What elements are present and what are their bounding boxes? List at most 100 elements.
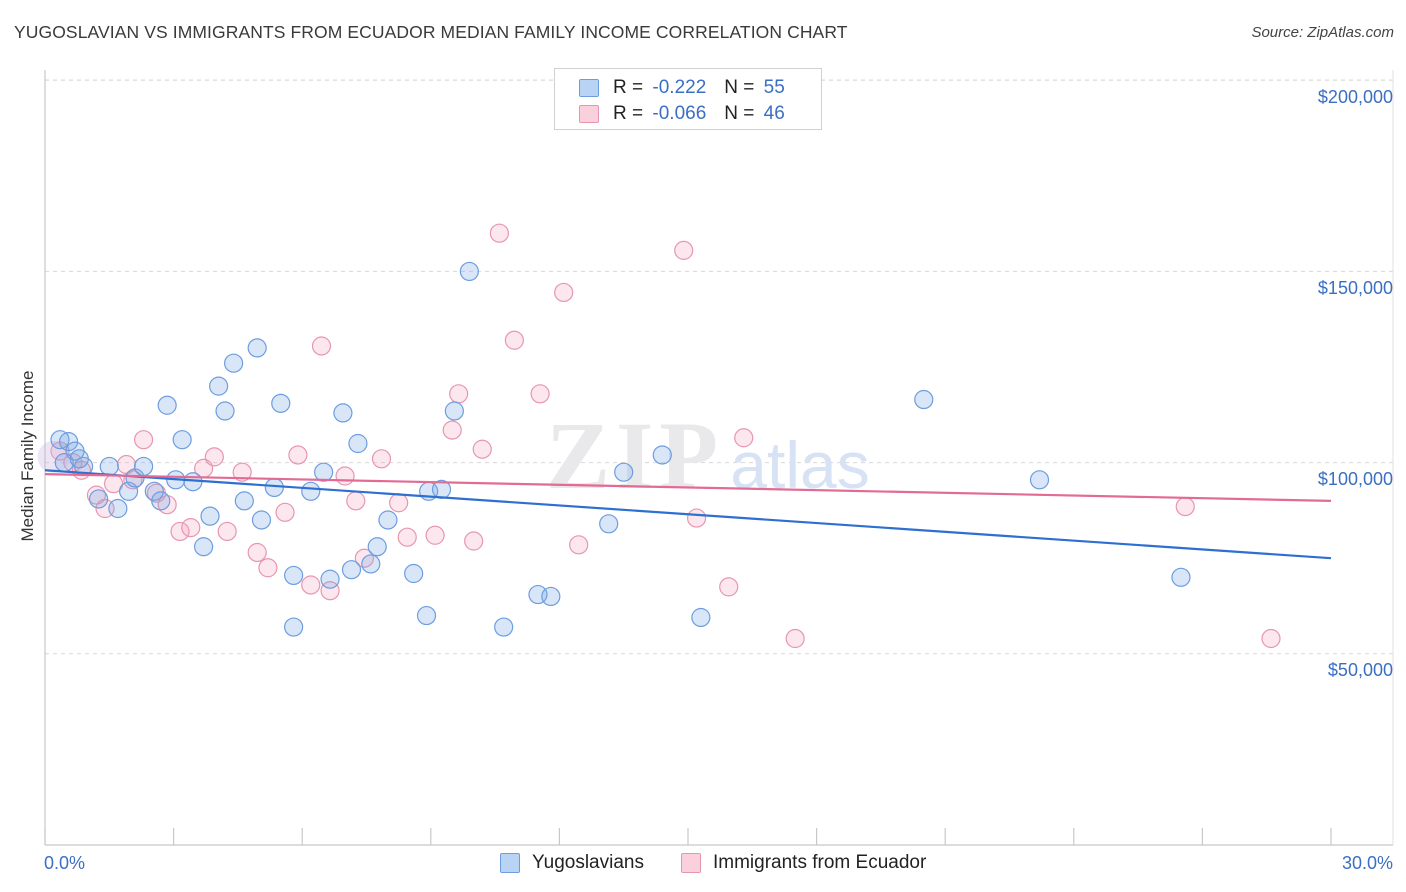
point-ecuador-20 [288, 445, 308, 465]
point-yugoslavians-20 [224, 353, 244, 373]
point-ecuador-22 [311, 336, 332, 356]
correlation-legend: R = -0.222 N = 55 R = -0.066 N = 46 [554, 68, 822, 130]
watermark-zip: ZIP [546, 402, 724, 509]
point-ecuador-12 [181, 518, 201, 538]
point-ecuador-29 [397, 527, 417, 547]
point-yugoslavians-23 [251, 510, 272, 530]
point-ecuador-25 [346, 491, 366, 511]
point-yugoslavians-38 [416, 605, 437, 626]
legend-n-value: 55 [763, 77, 785, 98]
point-yugoslavians-51 [1029, 470, 1050, 490]
point-ecuador-23 [320, 581, 340, 601]
point-yugoslavians-29 [314, 462, 334, 482]
point-yugoslavians-6 [108, 498, 128, 519]
point-ecuador-19 [275, 502, 295, 522]
point-yugoslavians-12 [157, 395, 177, 415]
point-ecuador-36 [504, 330, 524, 350]
legend-n-label: N = [724, 77, 755, 98]
point-yugoslavians-34 [361, 554, 381, 574]
point-ecuador-41 [686, 508, 707, 528]
point-yugoslavians-30 [320, 569, 340, 589]
point-yugoslavians-16 [194, 537, 214, 557]
point-yugoslavians-9 [133, 456, 154, 477]
point-yugoslavians-26 [284, 617, 304, 637]
point-ecuador-11 [170, 521, 190, 542]
point-yugoslavians-21 [234, 491, 254, 511]
point-yugoslavians-47 [614, 462, 634, 482]
point-ecuador-45 [1175, 496, 1195, 517]
point-ecuador-8 [133, 430, 154, 450]
legend-swatch-blue [500, 853, 520, 873]
point-yugoslavians-14 [172, 430, 192, 450]
point-ecuador-42 [719, 577, 739, 597]
legend-item-ecuador: Immigrants from Ecuador [681, 852, 926, 874]
legend-row-ecuador: R = -0.066 N = 46 [579, 103, 785, 125]
point-ecuador-34 [472, 439, 492, 459]
trend-line-yugoslavians [44, 469, 1332, 560]
point-yugoslavians-45 [541, 586, 561, 607]
point-yugoslavians-32 [341, 560, 362, 580]
point-ecuador-31 [442, 420, 462, 440]
point-ecuador-21 [301, 575, 321, 595]
legend-swatch-pink [681, 853, 701, 873]
point-ecuador-30 [425, 525, 445, 545]
point-yugoslavians-35 [367, 537, 387, 557]
point-yugoslavians-10 [144, 481, 164, 501]
x-tick-label-right: 30.0% [1342, 853, 1393, 873]
trend-lines [44, 469, 1332, 560]
legend-item-yugoslavians: Yugoslavians [500, 852, 644, 874]
legend-r-value: -0.066 [652, 103, 707, 124]
point-ecuador-33 [464, 531, 484, 551]
legend-r-value: -0.222 [652, 77, 707, 98]
point-yugoslavians-31 [333, 403, 353, 423]
point-yugoslavians-1 [58, 431, 79, 452]
y-tick-label-100000: $100,000 [1318, 469, 1393, 489]
point-yugoslavians-36 [378, 510, 398, 530]
axes [44, 70, 1394, 846]
grid-lines [45, 79, 1393, 655]
point-yugoslavians-48 [652, 445, 672, 465]
point-ecuador-46 [1261, 628, 1281, 649]
point-yugoslavians-50 [914, 389, 934, 410]
watermark: ZIP atlas [546, 402, 870, 509]
point-ecuador-32 [449, 384, 469, 404]
point-ecuador-28 [389, 493, 409, 513]
point-yugoslavians-42 [459, 261, 479, 282]
point-yugoslavians-4 [88, 489, 109, 509]
legend-label-ecuador: Immigrants from Ecuador [713, 852, 927, 873]
point-ecuador-18 [258, 558, 278, 578]
y-tick-label-150000: $150,000 [1318, 278, 1393, 298]
point-ecuador-38 [554, 282, 574, 303]
point-yugoslavians-5 [99, 456, 119, 477]
point-yugoslavians-19 [215, 401, 235, 421]
point-ecuador-39 [569, 535, 589, 555]
point-yugoslavians-28 [301, 481, 321, 501]
chart-title: YUGOSLAVIAN VS IMMIGRANTS FROM ECUADOR M… [14, 22, 848, 42]
source-credit: Source: ZipAtlas.com [1251, 24, 1394, 41]
point-yugoslavians-37 [404, 563, 424, 584]
point-ecuador-40 [674, 240, 694, 260]
point-ecuador-17 [247, 542, 267, 563]
tick-labels: $50,000 $100,000 $150,000 $200,000 0.0% … [44, 87, 1393, 873]
trend-line-ecuador [44, 472, 1332, 502]
legend-r-label: R = [613, 77, 644, 98]
legend-r-label: R = [613, 103, 644, 124]
series-legend: Yugoslavians Immigrants from Ecuador [0, 852, 1406, 878]
point-yugoslavians-33 [348, 433, 368, 454]
point-yugoslavians-43 [494, 617, 514, 637]
point-yugoslavians-52 [1171, 567, 1191, 587]
point-ecuador-15 [217, 521, 237, 542]
point-ecuador-35 [489, 223, 509, 243]
point-yugoslavians-41 [444, 401, 464, 421]
legend-n-value: 46 [763, 103, 785, 124]
point-yugoslavians-11 [151, 491, 171, 511]
point-yugoslavians-54 [69, 449, 89, 469]
point-ecuador-14 [204, 447, 224, 467]
point-yugoslavians-18 [209, 376, 229, 396]
legend-n-label: N = [724, 103, 755, 124]
legend-swatch-pink [579, 105, 599, 123]
x-tick-label-left: 0.0% [44, 853, 85, 873]
point-ecuador-44 [785, 628, 805, 649]
point-yugoslavians-22 [247, 338, 267, 358]
